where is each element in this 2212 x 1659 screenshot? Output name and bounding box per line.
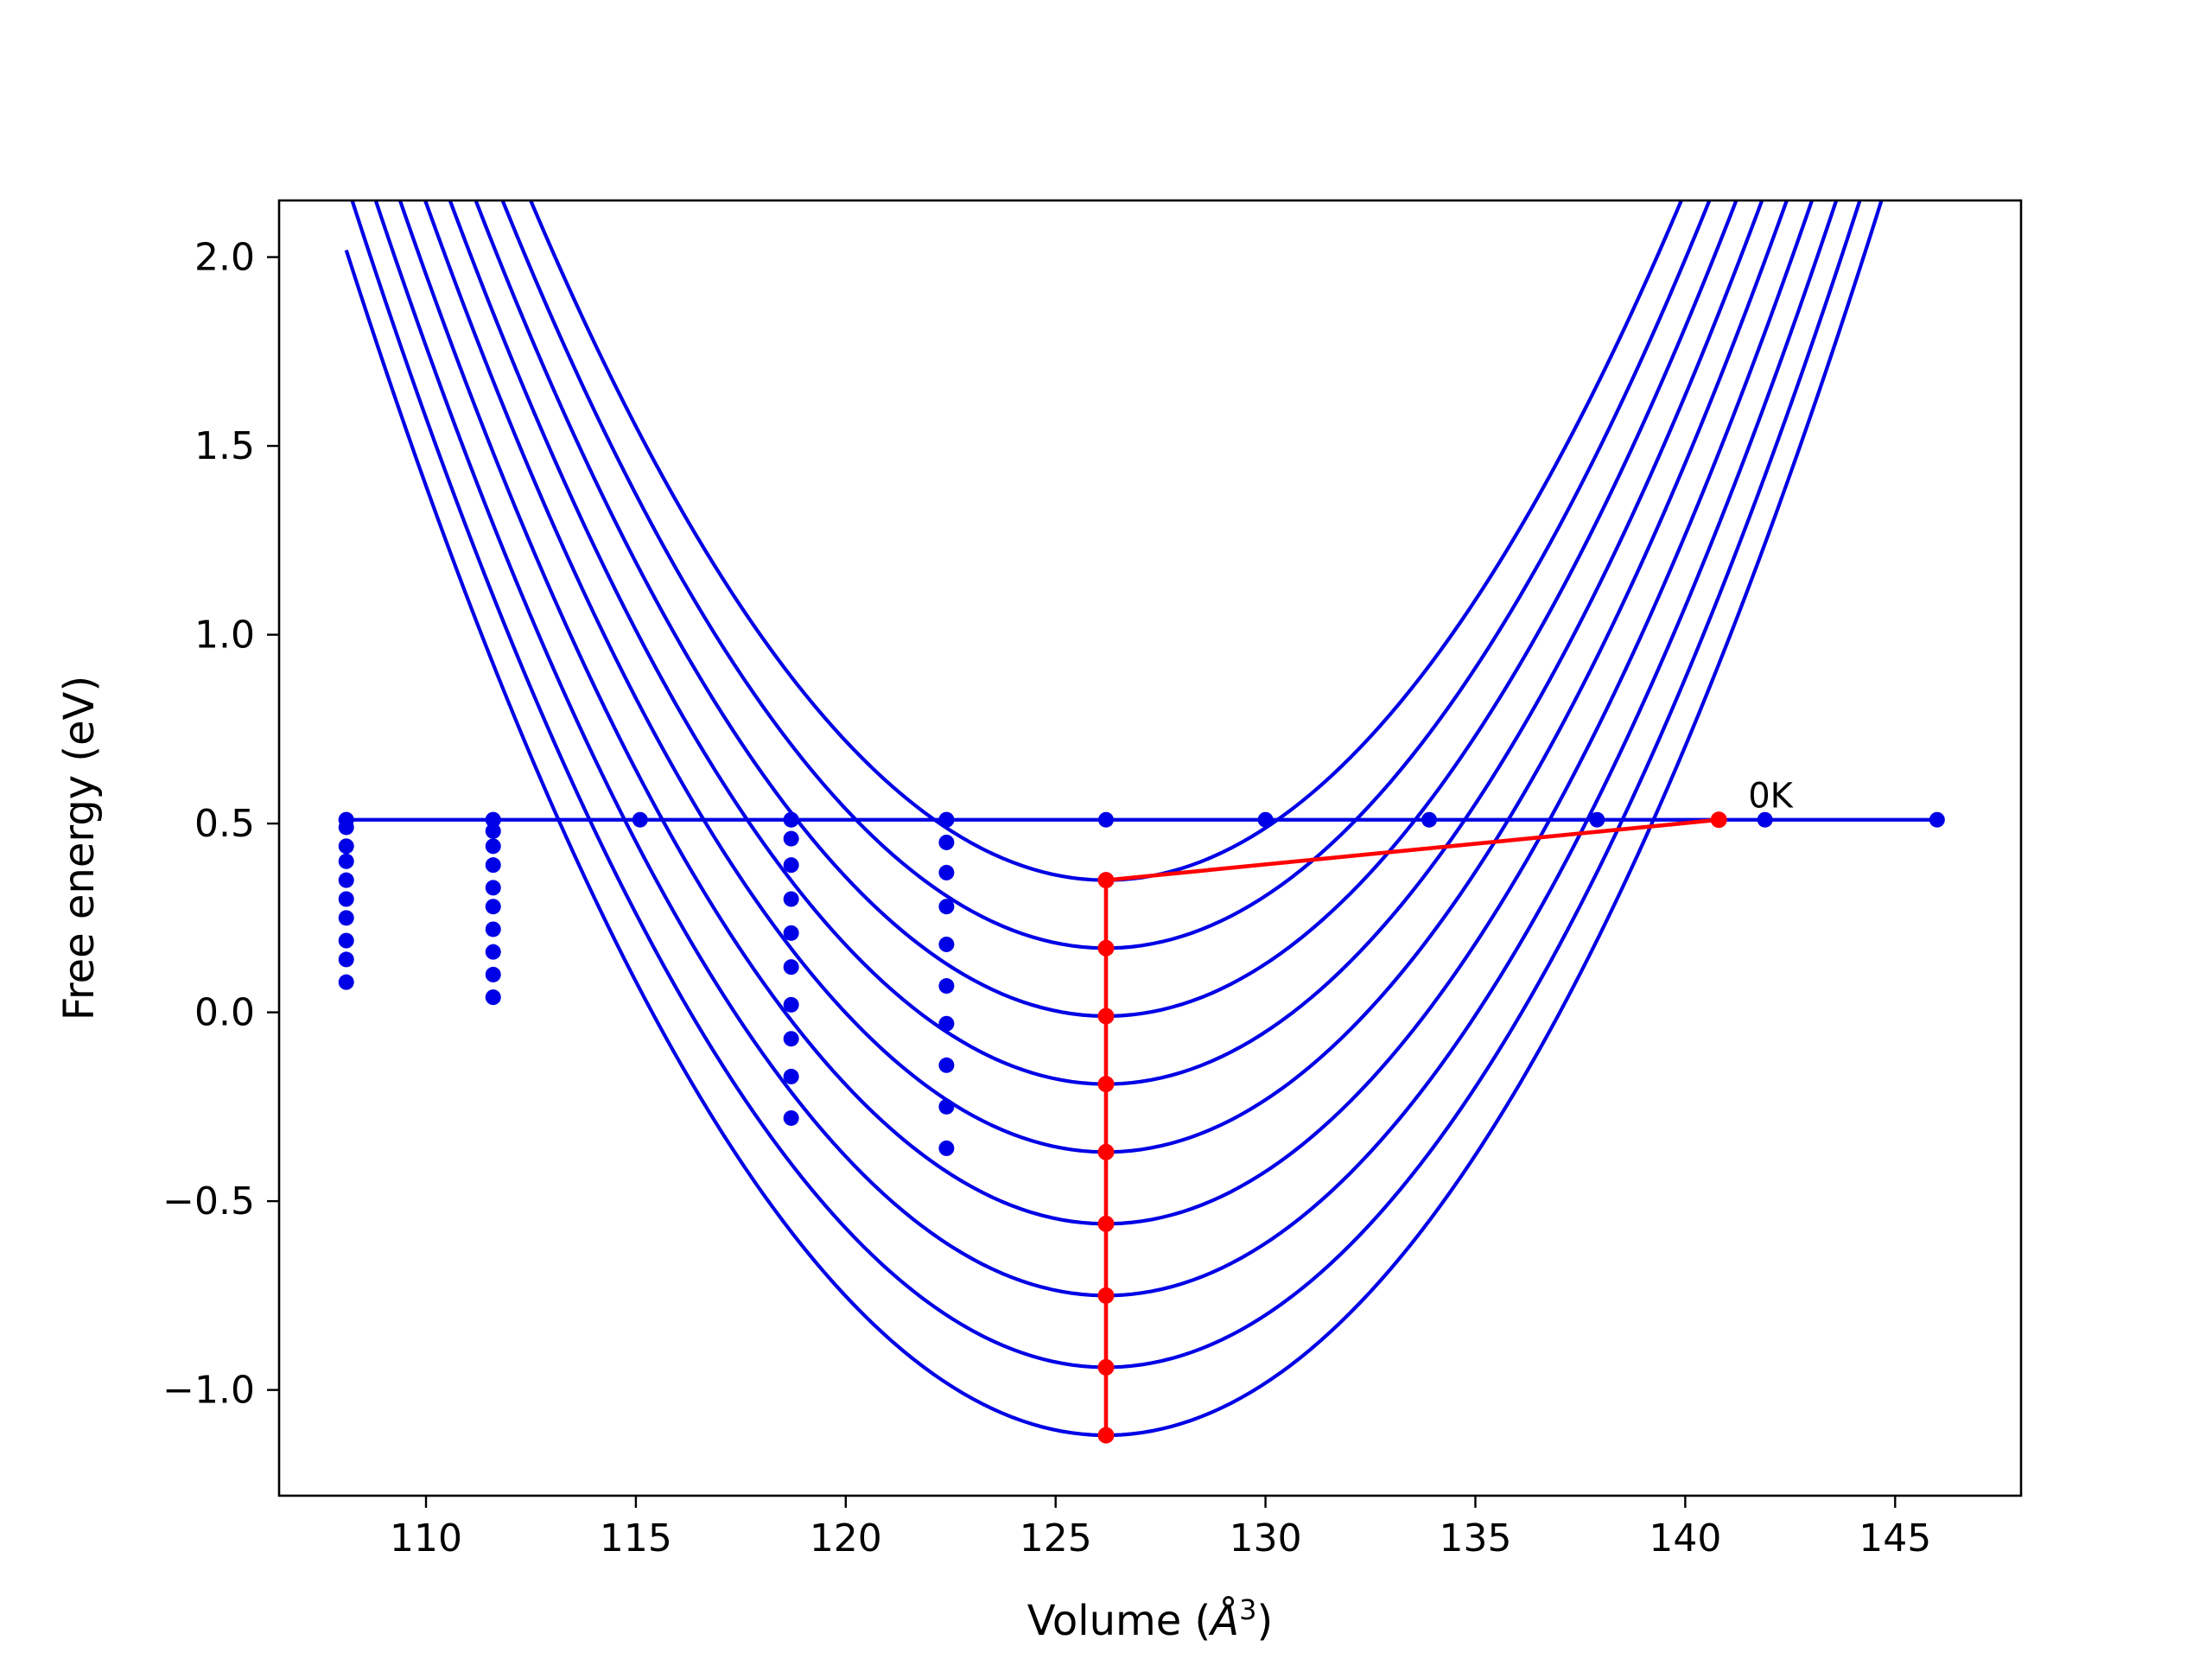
highlight-point-1: [1710, 811, 1727, 829]
curve-4: [448, 200, 1764, 1086]
highlight-point-2: [1097, 872, 1115, 889]
dot-column-2-point-6: [485, 899, 501, 915]
y-axis-label: Free energy (eV): [55, 676, 104, 1020]
dot-column-2-point-10: [485, 989, 501, 1006]
dot-column-4-point-2: [938, 834, 955, 850]
highlight-point-7: [1097, 1215, 1115, 1232]
dot-column-4-point-7: [938, 1015, 955, 1032]
dot-column-3-point-1: [783, 811, 799, 828]
y-tick-label: 1.0: [194, 613, 255, 658]
dot-column-3-point-5: [783, 925, 799, 941]
y-tick-label: 2.0: [194, 236, 255, 280]
x-tick-label: 145: [1859, 1516, 1931, 1560]
x-tick-label: 115: [600, 1516, 672, 1560]
curve-9: [344, 200, 1884, 1438]
dot-column-3-point-7: [783, 996, 799, 1013]
dot-column-1-point-4: [338, 853, 354, 869]
dot-column-4-point-10: [938, 1140, 955, 1156]
dot-column-3-point-9: [783, 1068, 799, 1084]
dot-column-4-point-4: [938, 899, 955, 915]
highlight-point-4: [1097, 1007, 1115, 1025]
highlight-point-9: [1097, 1358, 1115, 1376]
x-tick-label: 140: [1649, 1516, 1721, 1560]
dot-column-2-point-9: [485, 966, 501, 982]
x-axis-label-close: ): [1256, 1597, 1273, 1645]
curve-8: [350, 200, 1862, 1370]
dot-column-3-point-6: [783, 959, 799, 976]
x-axis-label-main: Volume (: [1027, 1597, 1211, 1645]
curve-2: [500, 200, 1712, 950]
x-tick-label: 110: [390, 1516, 462, 1560]
x-axis-label: Volume (Å3): [1027, 1593, 1273, 1645]
curve-5: [423, 200, 1789, 1154]
data-layer: [338, 200, 1945, 1444]
x-axis-ticks: 110 115 120 125 130 135 140 145: [390, 1496, 1931, 1560]
dot-column-2-point-8: [485, 944, 501, 960]
plot-frame: [277, 199, 2023, 1497]
y-tick-label: −1.0: [162, 1369, 255, 1413]
highlight-point-3: [1097, 939, 1115, 957]
dot-column-1-point-6: [338, 891, 354, 907]
annotation-label: 0K: [1748, 777, 1794, 817]
horizontal-point-6: [1097, 811, 1114, 828]
dot-column-3-point-4: [783, 891, 799, 907]
dot-column-3-point-2: [783, 830, 799, 847]
dot-column-4-point-9: [938, 1098, 955, 1115]
y-tick-label: 1.5: [194, 424, 255, 468]
horizontal-point-9: [1589, 811, 1605, 828]
x-tick-label: 125: [1020, 1516, 1092, 1560]
x-axis-label-unit: Å: [1208, 1596, 1239, 1645]
dot-column-4-point-8: [938, 1057, 955, 1073]
dot-column-4-point-3: [938, 864, 955, 880]
y-tick-label: 0.5: [194, 802, 255, 846]
dot-column-2-point-1: [485, 811, 501, 828]
curve-3: [474, 200, 1738, 1019]
dot-column-1-point-8: [338, 932, 354, 949]
dot-column-4-point-6: [938, 978, 955, 995]
horizontal-point-11: [1929, 811, 1945, 828]
dot-column-2-point-4: [485, 857, 501, 874]
y-tick-label: 0.0: [194, 991, 255, 1035]
highlight-point-5: [1097, 1076, 1115, 1093]
curve-6: [397, 200, 1815, 1226]
dot-column-1-point-9: [338, 951, 354, 968]
horizontal-point-8: [1421, 811, 1438, 828]
dot-column-4-point-5: [938, 936, 955, 952]
dot-column-3-point-3: [783, 857, 799, 874]
curve-7: [373, 200, 1839, 1298]
dot-column-1-point-5: [338, 872, 354, 888]
dot-column-1-point-7: [338, 910, 354, 926]
dot-column-2-point-5: [485, 880, 501, 896]
highlight-point-10: [1097, 1427, 1115, 1444]
highlight-point-8: [1097, 1287, 1115, 1304]
x-tick-label: 120: [810, 1516, 882, 1560]
highlight-path: [1103, 817, 1719, 1436]
dot-column-3-point-10: [783, 1109, 799, 1126]
x-axis-label-exponent: 3: [1239, 1593, 1256, 1626]
dot-column-4-point-1: [938, 811, 955, 828]
highlight-point-6: [1097, 1143, 1115, 1160]
x-tick-label: 135: [1439, 1516, 1511, 1560]
dot-column-1-point-2: [338, 819, 354, 836]
dot-column-1-point-10: [338, 974, 354, 990]
horizontal-point-7: [1257, 811, 1274, 828]
horizontal-point-3: [632, 811, 648, 828]
y-axis-ticks: −1.0 −0.5 0.0 0.5 1.0 1.5 2.0: [162, 236, 279, 1413]
y-tick-label: −0.5: [162, 1179, 255, 1224]
horizontal-point-10: [1757, 811, 1773, 828]
dot-column-3-point-8: [783, 1031, 799, 1047]
dot-column-2-point-7: [485, 921, 501, 938]
dot-column-1-point-3: [338, 838, 354, 855]
dot-column-2-point-3: [485, 838, 501, 855]
dot-column-2-point-2: [485, 823, 501, 839]
x-tick-label: 130: [1230, 1516, 1302, 1560]
annotations: 0K: [1748, 777, 1794, 817]
